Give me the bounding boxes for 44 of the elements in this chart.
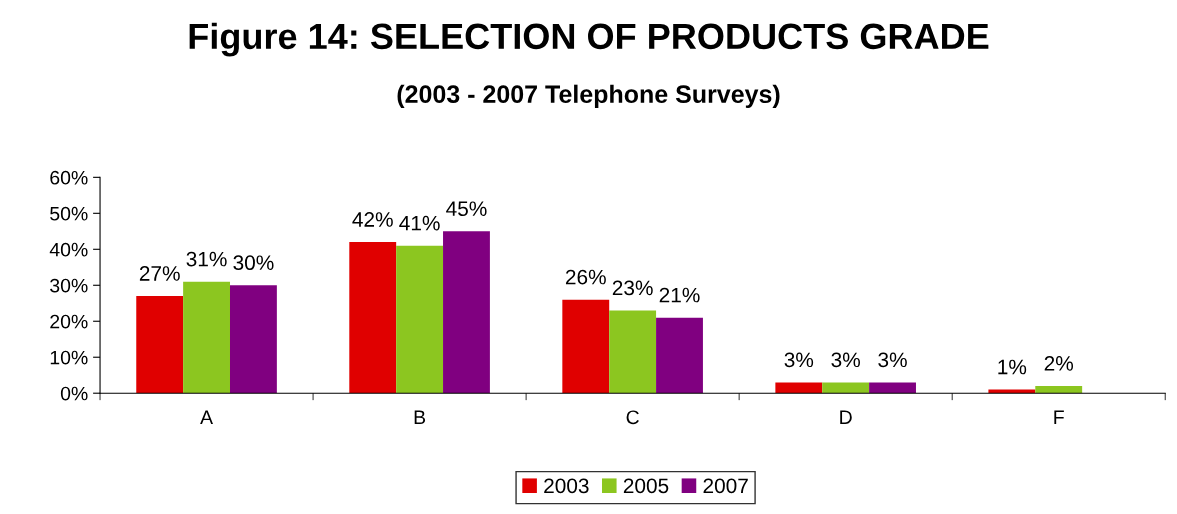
data-label: 21% (659, 287, 700, 303)
x-tick-label: F (1054, 410, 1064, 424)
bar (775, 382, 823, 394)
data-label: 3% (784, 352, 814, 368)
bar (562, 299, 610, 394)
bar (609, 310, 657, 394)
data-label: 41% (399, 215, 440, 231)
data-label: 1% (998, 359, 1027, 375)
data-label: 31% (186, 251, 227, 267)
y-tick-label: 0% (60, 386, 88, 401)
bar (869, 382, 916, 394)
data-label: 3% (878, 352, 907, 368)
bar (230, 285, 277, 394)
bar (443, 231, 490, 394)
chart-subtitle: (2003 - 2007 Telephone Surveys) (397, 84, 780, 108)
y-tick-label: 60% (50, 170, 88, 185)
data-label: 23% (612, 280, 653, 296)
y-tick-label: 50% (50, 206, 88, 221)
data-label: 26% (565, 269, 606, 285)
x-tick-label: A (200, 410, 214, 424)
legend-label: 2007 (703, 478, 748, 494)
y-tick-label: 40% (49, 242, 88, 257)
bar (1035, 386, 1083, 394)
y-tick-label: 20% (50, 314, 88, 329)
data-label: 2% (1044, 356, 1074, 371)
x-tick-label: D (840, 410, 852, 424)
legend-label: 2003 (544, 478, 589, 494)
legend-label: 2005 (623, 478, 669, 494)
data-label: 42% (352, 212, 393, 227)
chart-title: Figure 14: SELECTION OF PRODUCTS GRADE (189, 22, 989, 57)
x-tick-label: C (626, 410, 639, 425)
bar (349, 242, 397, 394)
bar (136, 296, 184, 394)
bar (822, 382, 870, 394)
x-tick-label: B (414, 410, 426, 424)
data-label: 3% (831, 352, 860, 368)
data-label: 30% (233, 255, 274, 271)
y-tick-label: 30% (50, 278, 88, 293)
data-label: 27% (139, 266, 180, 281)
y-tick-label: 10% (50, 350, 88, 365)
bar (656, 317, 703, 394)
data-label: 45% (446, 201, 487, 217)
bar (396, 245, 444, 394)
bar (183, 281, 230, 394)
